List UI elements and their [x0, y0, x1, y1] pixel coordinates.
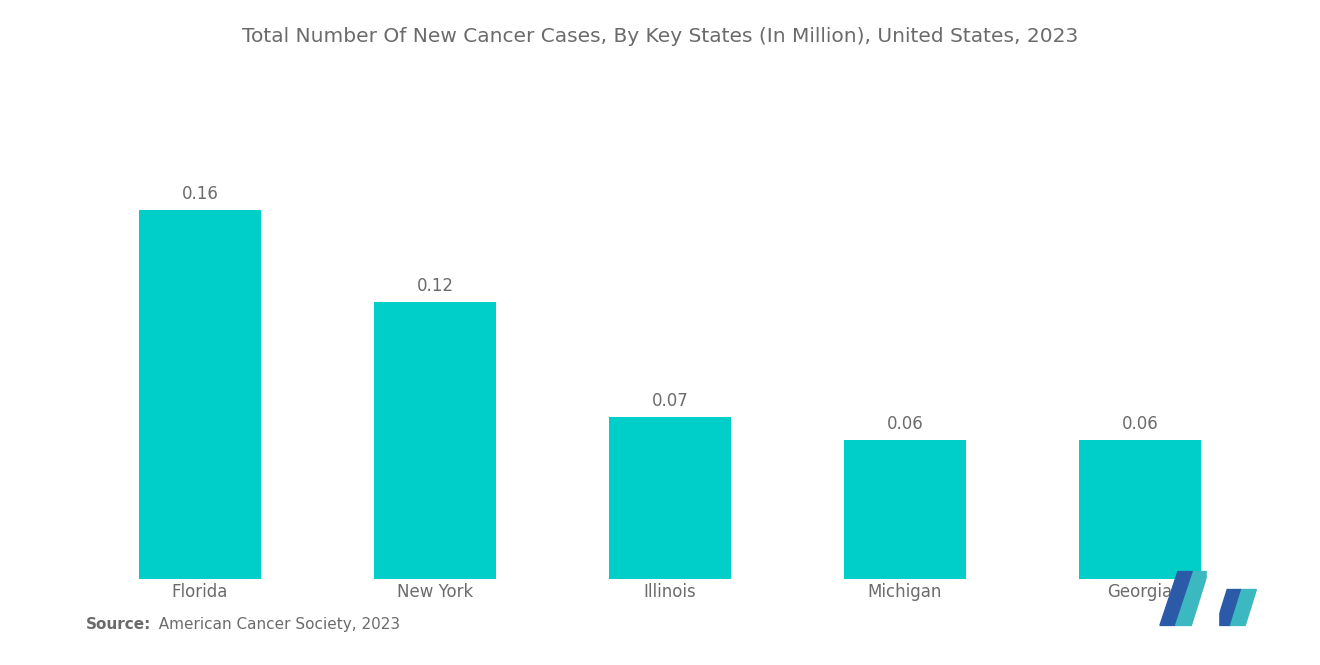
Polygon shape	[1160, 571, 1193, 625]
Bar	[139, 210, 261, 579]
Polygon shape	[1176, 571, 1208, 625]
Bar	[1078, 440, 1201, 579]
Text: 0.12: 0.12	[416, 277, 454, 295]
Polygon shape	[1206, 569, 1218, 628]
Text: 0.06: 0.06	[887, 416, 923, 434]
Polygon shape	[1230, 590, 1257, 625]
Text: Total Number Of New Cancer Cases, By Key States (In Million), United States, 202: Total Number Of New Cancer Cases, By Key…	[242, 27, 1078, 46]
Text: Source:: Source:	[86, 616, 152, 632]
Polygon shape	[1216, 590, 1242, 625]
Text: 0.07: 0.07	[652, 392, 688, 410]
Text: 0.06: 0.06	[1122, 416, 1158, 434]
Bar	[374, 302, 496, 579]
Text: 0.16: 0.16	[182, 185, 218, 203]
Bar	[609, 417, 731, 579]
Bar	[843, 440, 966, 579]
Text: American Cancer Society, 2023: American Cancer Society, 2023	[149, 616, 400, 632]
